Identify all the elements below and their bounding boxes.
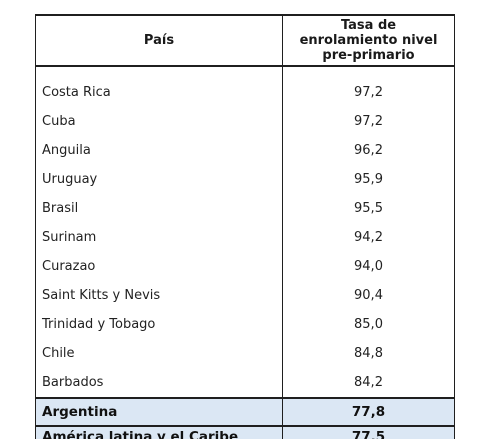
enrollment-table: País Tasa de enrolamiento nivel pre-prim… [35, 14, 455, 439]
rate-cell: 90,4 [282, 281, 455, 310]
table-row-highlight-argentina: Argentina 77,8 [35, 397, 455, 427]
country-cell: Brasil [35, 194, 283, 223]
rate-cell: 95,5 [282, 194, 455, 223]
table-row: Barbados 84,2 [35, 368, 455, 398]
header-country: País [35, 14, 283, 67]
table-row: Brasil 95,5 [35, 194, 455, 223]
country-cell: Anguila [35, 136, 283, 165]
table-row: Chile 84,8 [35, 339, 455, 368]
table-row: Cuba 97,2 [35, 107, 455, 136]
country-cell: Costa Rica [35, 78, 283, 107]
rate-cell: 84,2 [282, 368, 455, 398]
header-rate-line-1: Tasa de [340, 18, 397, 33]
rate-cell: 96,2 [282, 136, 455, 165]
country-cell: Surinam [35, 223, 283, 252]
country-cell: Barbados [35, 368, 283, 398]
table-row: Costa Rica 97,2 [35, 78, 455, 107]
country-cell: Argentina [35, 397, 283, 427]
table-row: Trinidad y Tobago 85,0 [35, 310, 455, 339]
country-cell: Saint Kitts y Nevis [35, 281, 283, 310]
table-row: Surinam 94,2 [35, 223, 455, 252]
table-row-highlight-region: América latina y el Caribe 77,5 [35, 425, 455, 439]
country-cell: Cuba [35, 107, 283, 136]
table-header-row: País Tasa de enrolamiento nivel pre-prim… [35, 14, 455, 67]
table-row: Saint Kitts y Nevis 90,4 [35, 281, 455, 310]
header-rate-line-3: pre-primario [322, 48, 415, 63]
country-cell: América latina y el Caribe [35, 425, 283, 439]
rate-cell: 94,0 [282, 252, 455, 281]
rate-cell: 97,2 [282, 78, 455, 107]
rate-cell: 77,8 [282, 397, 455, 427]
table-row: Uruguay 95,9 [35, 165, 455, 194]
rate-cell: 95,9 [282, 165, 455, 194]
country-cell: Trinidad y Tobago [35, 310, 283, 339]
rate-cell: 97,2 [282, 107, 455, 136]
country-cell: Uruguay [35, 165, 283, 194]
rate-cell: 94,2 [282, 223, 455, 252]
country-cell: Curazao [35, 252, 283, 281]
rate-cell: 84,8 [282, 339, 455, 368]
rate-cell: 85,0 [282, 310, 455, 339]
country-cell: Chile [35, 339, 283, 368]
rate-cell: 77,5 [282, 425, 455, 439]
table-row: Curazao 94,0 [35, 252, 455, 281]
table-spacer [35, 66, 455, 78]
header-rate-line-2: enrolamiento nivel [299, 33, 438, 48]
header-rate: Tasa de enrolamiento nivel pre-primario [282, 14, 455, 67]
table-row: Anguila 96,2 [35, 136, 455, 165]
